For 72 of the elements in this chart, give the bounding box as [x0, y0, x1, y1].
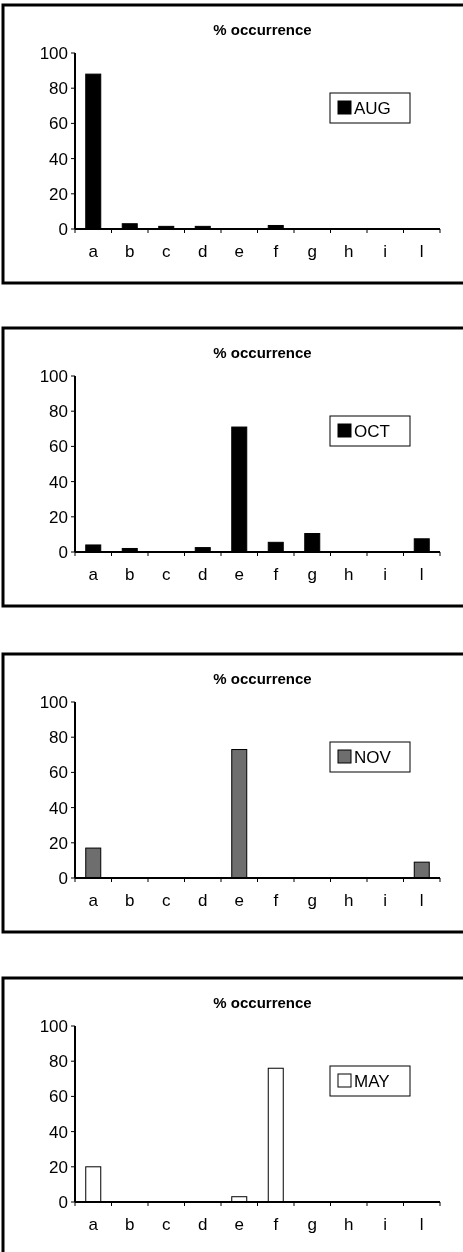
y-tick-label: 40 [49, 149, 68, 169]
x-tick-label: i [383, 242, 388, 261]
x-tick-label: i [383, 891, 388, 910]
y-tick-label: 20 [49, 1157, 68, 1177]
legend-label: MAY [354, 1071, 390, 1091]
y-tick-label: 40 [49, 472, 68, 492]
x-tick-label: g [307, 891, 317, 910]
y-tick-label: 80 [49, 402, 68, 422]
x-tick-label: d [198, 565, 208, 584]
y-tick-label: 80 [49, 1052, 68, 1072]
y-tick-label: 60 [49, 437, 68, 457]
y-tick-label: 80 [49, 728, 68, 748]
x-tick-label: c [162, 565, 171, 584]
legend-label: OCT [354, 421, 390, 441]
x-tick-label: b [125, 565, 135, 584]
x-tick-label: c [162, 1215, 171, 1234]
chart-title: % occurrence [213, 21, 312, 38]
y-tick-label: 80 [49, 79, 68, 99]
x-tick-label: i [383, 1215, 388, 1234]
x-tick-label: f [273, 242, 279, 261]
x-tick-label: g [307, 1215, 317, 1234]
x-tick-label: f [273, 891, 279, 910]
y-tick-label: 40 [49, 798, 68, 818]
x-tick-label: l [419, 565, 424, 584]
x-tick-label: e [234, 1215, 244, 1234]
x-tick-label: h [344, 891, 354, 910]
y-tick-label: 20 [49, 507, 68, 527]
x-tick-label: f [273, 1215, 279, 1234]
x-tick-label: b [125, 242, 135, 261]
x-tick-label: a [88, 242, 99, 261]
y-tick-label: 100 [39, 366, 68, 386]
x-tick-label: c [162, 242, 171, 261]
x-tick-label: l [419, 242, 424, 261]
y-tick-label: 60 [49, 114, 68, 134]
x-tick-label: d [198, 242, 208, 261]
x-tick-label: b [125, 1215, 135, 1234]
x-tick-label: e [234, 565, 244, 584]
x-tick-label: g [307, 242, 317, 261]
x-tick-label: a [88, 891, 99, 910]
x-tick-label: e [234, 242, 244, 261]
chart-title: % occurrence [213, 670, 312, 687]
y-tick-label: 20 [49, 184, 68, 204]
x-tick-label: c [162, 891, 171, 910]
x-tick-label: g [307, 565, 317, 584]
y-tick-label: 60 [49, 1087, 68, 1107]
x-tick-label: l [419, 891, 424, 910]
y-tick-label: 100 [39, 43, 68, 63]
y-tick-label: 0 [58, 1192, 68, 1212]
x-tick-label: h [344, 242, 354, 261]
x-tick-label: d [198, 1215, 208, 1234]
x-tick-label: a [88, 565, 99, 584]
x-tick-label: e [234, 891, 244, 910]
y-tick-label: 100 [39, 1016, 68, 1036]
chart-title: % occurrence [213, 344, 312, 361]
x-tick-label: d [198, 891, 208, 910]
x-tick-label: f [273, 565, 279, 584]
chart-title: % occurrence [213, 994, 312, 1011]
y-tick-label: 20 [49, 833, 68, 853]
y-tick-label: 100 [39, 692, 68, 712]
y-tick-label: 0 [58, 868, 68, 888]
x-tick-label: i [383, 565, 388, 584]
x-tick-label: a [88, 1215, 99, 1234]
x-tick-label: l [419, 1215, 424, 1234]
y-tick-label: 40 [49, 1122, 68, 1142]
x-tick-label: h [344, 565, 354, 584]
y-tick-label: 0 [58, 219, 68, 239]
y-tick-label: 0 [58, 542, 68, 562]
legend-label: NOV [354, 747, 392, 767]
x-tick-label: b [125, 891, 135, 910]
y-tick-label: 60 [49, 763, 68, 783]
legend-label: AUG [354, 98, 391, 118]
x-tick-label: h [344, 1215, 354, 1234]
